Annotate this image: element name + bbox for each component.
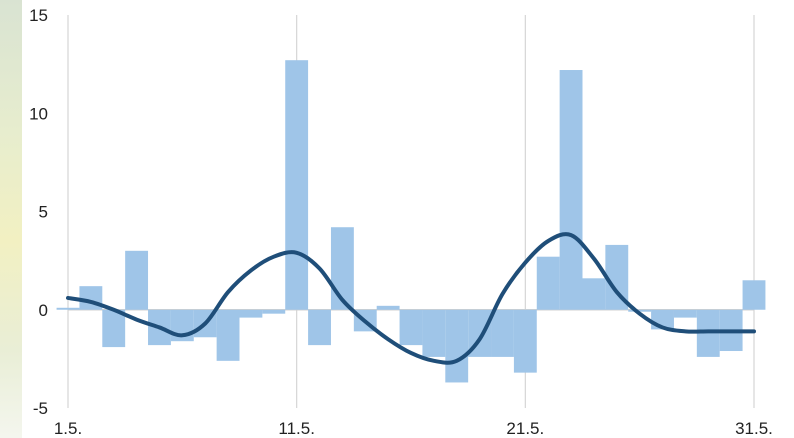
x-tick-label: 21.5. bbox=[506, 419, 544, 438]
bar bbox=[491, 309, 514, 357]
y-tick-label: 0 bbox=[39, 301, 48, 320]
bar bbox=[742, 280, 766, 310]
bar bbox=[216, 309, 240, 361]
line-series bbox=[66, 232, 756, 365]
trend-line bbox=[66, 232, 756, 365]
bar bbox=[628, 309, 652, 312]
bar bbox=[582, 278, 606, 310]
bar bbox=[559, 70, 583, 310]
bar bbox=[262, 309, 286, 314]
bar bbox=[422, 309, 446, 357]
bar bbox=[445, 309, 469, 383]
x-tick-label: 1.5. bbox=[54, 419, 82, 438]
bar bbox=[513, 309, 537, 373]
bar bbox=[536, 256, 560, 310]
bar bbox=[125, 250, 149, 310]
y-tick-label: 10 bbox=[29, 104, 48, 123]
y-axis: 15 10 5 0 -5 bbox=[29, 6, 48, 418]
y-tick-label: 5 bbox=[39, 203, 48, 222]
bar bbox=[56, 307, 80, 310]
bar bbox=[673, 309, 697, 318]
bar bbox=[285, 60, 309, 310]
x-tick-label: 11.5. bbox=[278, 419, 315, 438]
bar bbox=[376, 305, 400, 310]
bar bbox=[239, 309, 263, 318]
x-axis: 1.5. 11.5. 21.5. 31.5. bbox=[54, 419, 773, 438]
bar bbox=[102, 309, 126, 348]
bar-series bbox=[56, 60, 766, 383]
y-tick-label: -5 bbox=[33, 399, 48, 418]
grid-layer bbox=[67, 15, 755, 408]
background-map-fragment bbox=[0, 0, 22, 438]
bar bbox=[605, 244, 629, 310]
bar bbox=[399, 309, 423, 346]
x-tick-label: 31.5. bbox=[735, 419, 773, 438]
y-tick-label: 15 bbox=[29, 6, 48, 25]
bar bbox=[308, 309, 331, 346]
